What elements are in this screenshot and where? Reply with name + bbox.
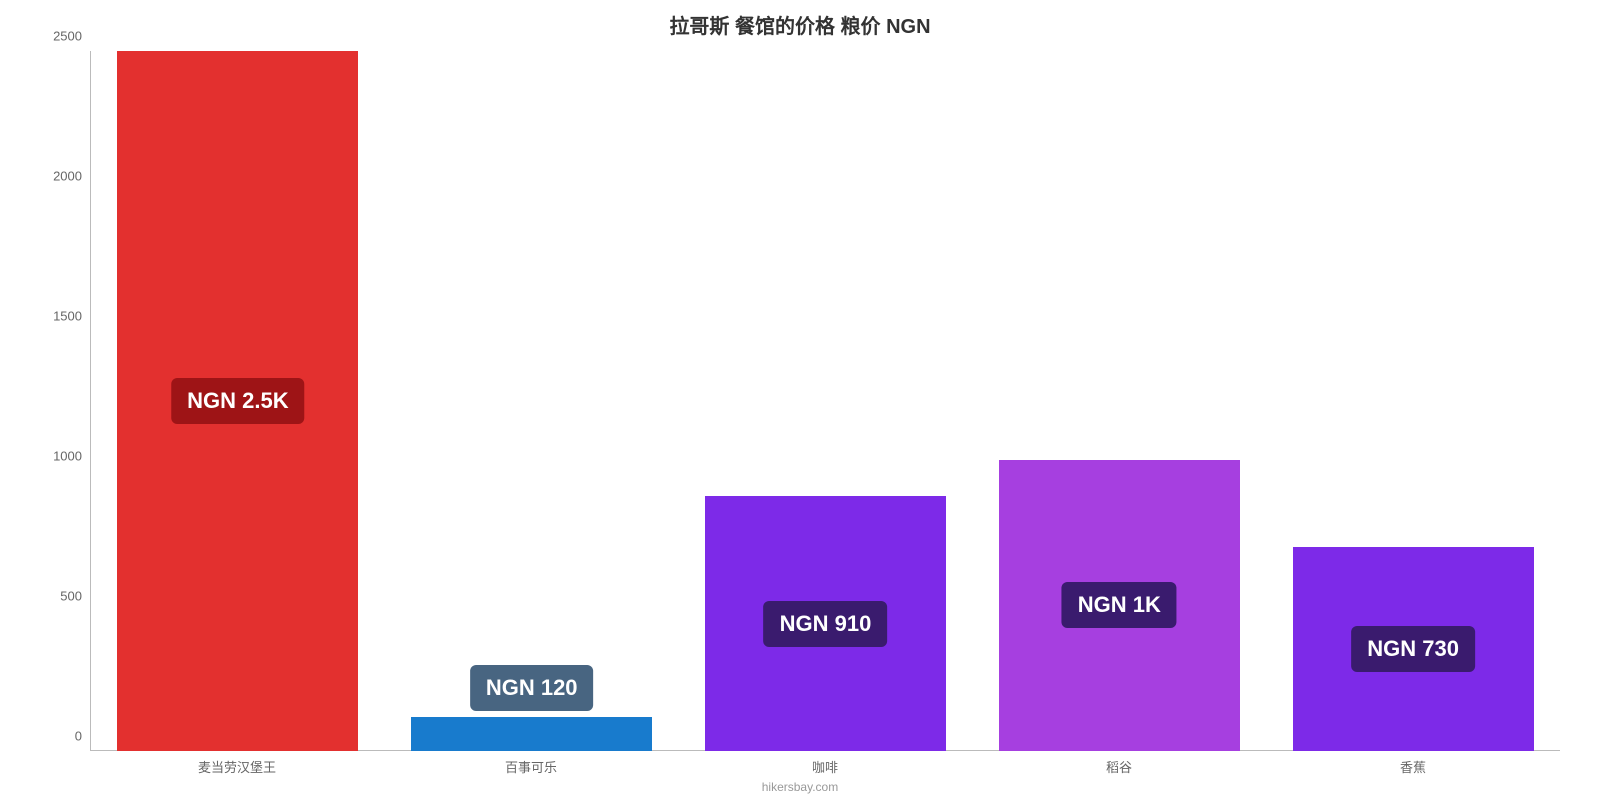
- price-bar-chart: 拉哥斯 餐馆的价格 粮价 NGN 0 500 1000 1500 2000 2500 NG…: [40, 10, 1560, 770]
- x-tick-label: 咖啡: [678, 751, 972, 776]
- chart-footer: hikersbay.com: [40, 780, 1560, 794]
- bar-value-label: NGN 1K: [1062, 582, 1177, 628]
- x-axis: 麦当劳汉堡王百事可乐咖啡稻谷香蕉: [90, 751, 1560, 776]
- bar-slot: NGN 730: [1266, 51, 1560, 751]
- plot-area: NGN 2.5K NGN 120 NGN 910 NGN 1K NGN 730: [90, 51, 1560, 751]
- bar-value-label: NGN 2.5K: [171, 378, 304, 424]
- bar-slot: NGN 120: [385, 51, 679, 751]
- plot-area-wrapper: 05001000150020002500 NGN 2.5KNGN 120NGN …: [40, 51, 1560, 751]
- y-tick-label: 1500: [53, 309, 82, 324]
- x-tick-label: 稻谷: [972, 751, 1266, 776]
- bar-value-label: NGN 120: [470, 665, 594, 711]
- bar-value-label: NGN 910: [764, 601, 888, 647]
- y-tick-label: 2500: [53, 29, 82, 44]
- y-axis: 05001000150020002500: [40, 51, 90, 751]
- y-tick-label: 2000: [53, 169, 82, 184]
- bars-group: NGN 2.5K NGN 120 NGN 910 NGN 1K NGN 730: [91, 51, 1560, 751]
- bar-slot: NGN 910: [679, 51, 973, 751]
- x-tick-label: 麦当劳汉堡王: [90, 751, 384, 776]
- bar: [411, 717, 652, 751]
- chart-title: 拉哥斯 餐馆的价格 粮价 NGN: [40, 10, 1560, 39]
- x-tick-label: 百事可乐: [384, 751, 678, 776]
- bar-slot: NGN 1K: [972, 51, 1266, 751]
- bar-value-label: NGN 730: [1351, 626, 1475, 672]
- y-tick-label: 1000: [53, 449, 82, 464]
- y-tick-label: 500: [60, 589, 82, 604]
- bar-slot: NGN 2.5K: [91, 51, 385, 751]
- y-tick-label: 0: [75, 729, 82, 744]
- x-tick-label: 香蕉: [1266, 751, 1560, 776]
